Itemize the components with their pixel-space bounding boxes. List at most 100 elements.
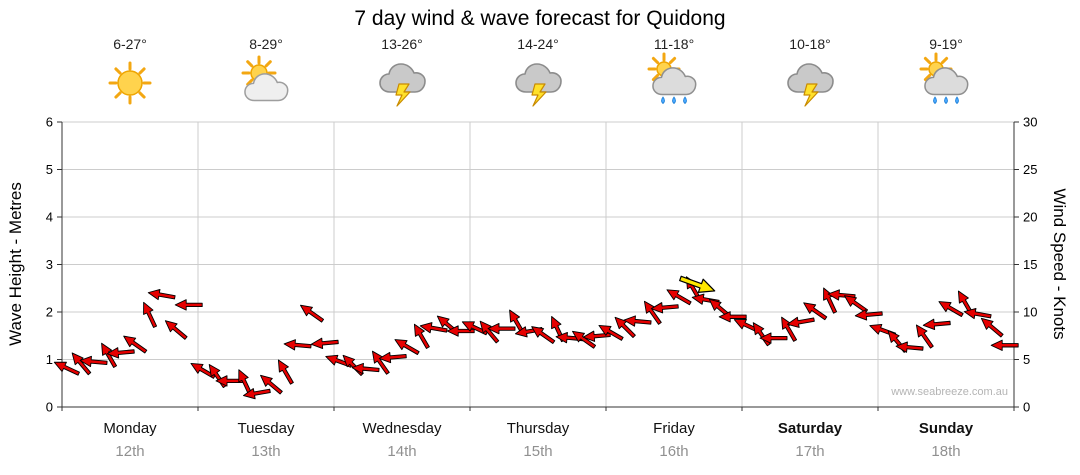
storm-icon <box>782 56 838 112</box>
axis-ticks: 0 1 2 3 4 5 6 0 5 10 15 20 25 30 <box>46 115 1038 415</box>
wind-arrow <box>623 315 652 327</box>
forecast-day-friday: 11-18° <box>606 36 742 112</box>
temperature-range-friday: 11-18° <box>653 36 695 52</box>
wind-arrow <box>242 388 271 400</box>
sun-cloud-rain-icon <box>646 52 702 112</box>
wind-arrow <box>101 342 118 368</box>
wind-arrow <box>479 320 500 344</box>
wind-arrow <box>487 322 516 335</box>
date-label-14th: 14th <box>387 443 416 460</box>
date-label-18th: 18th <box>931 443 960 460</box>
date-label-15th: 15th <box>523 443 552 460</box>
date-label-13th: 13th <box>251 443 280 460</box>
wind-arrow <box>666 289 692 306</box>
wind-arrow <box>378 351 407 364</box>
wind-arrow <box>79 355 108 368</box>
date-label-12th: 12th <box>115 443 144 460</box>
temperature-range-saturday: 10-18° <box>789 36 831 52</box>
wind-arrow <box>300 304 325 323</box>
wind-arrow <box>572 330 597 349</box>
left-axis-tick-label: 0 <box>46 400 53 415</box>
wind-arrow <box>963 307 992 320</box>
wind-arrow <box>786 316 815 328</box>
wind-arrow <box>531 326 556 344</box>
forecast-day-thursday: 14-24° <box>470 36 606 112</box>
wind-arrow <box>147 288 176 301</box>
wind-arrow <box>174 299 203 311</box>
temperature-range-monday: 6-27° <box>113 36 147 52</box>
wind-arrow-series <box>53 276 1019 400</box>
wind-arrow <box>990 339 1019 351</box>
day-label-wednesday: Wednesday <box>363 420 442 437</box>
x-axis-labels: Monday 12th Tuesday 13th Wednesday 14th Thursd… <box>103 420 973 460</box>
wind-arrow <box>614 316 636 339</box>
wind-arrow <box>803 302 828 321</box>
day-label-thursday: Thursday <box>507 420 570 437</box>
day-label-monday: Monday <box>103 420 157 437</box>
right-axis-tick-label: 0 <box>1023 400 1030 415</box>
right-axis-tick-label: 20 <box>1023 210 1037 225</box>
wind-arrow <box>371 350 390 375</box>
temperature-range-thursday: 14-24° <box>517 36 559 52</box>
left-axis-tick-label: 4 <box>46 210 53 225</box>
wind-arrow <box>643 300 662 325</box>
wind-arrow <box>413 323 430 349</box>
wind-arrow <box>718 311 747 323</box>
wind-arrow <box>781 316 798 342</box>
forecast-day-monday: 6-27° <box>62 36 198 112</box>
wind-arrow <box>827 289 856 301</box>
wind-arrow <box>980 317 1004 338</box>
wind-arrow <box>260 374 283 395</box>
wind-arrow <box>938 301 964 318</box>
storm-icon <box>510 56 566 112</box>
wind-arrow <box>650 302 679 314</box>
date-label-16th: 16th <box>659 443 688 460</box>
wind-arrow <box>823 287 838 314</box>
left-axis-tick-label: 6 <box>46 115 53 130</box>
forecast-day-saturday: 10-18° <box>742 36 878 112</box>
wind-arrow <box>759 332 788 344</box>
wind-arrow <box>854 309 883 321</box>
wind-arrow <box>844 295 869 314</box>
wind-arrow <box>71 352 92 376</box>
yellow-arrow-marker <box>679 275 716 294</box>
right-axis-tick-label: 10 <box>1023 305 1037 320</box>
wind-arrow <box>143 301 158 328</box>
wind-arrow <box>915 324 934 349</box>
left-axis-tick-label: 3 <box>46 257 53 272</box>
wind-arrow <box>351 362 380 375</box>
wind-arrow <box>446 325 475 337</box>
wind-arrow <box>123 335 148 354</box>
left-axis-tick-label: 1 <box>46 352 53 367</box>
sun-cloud-rain-icon <box>918 52 974 112</box>
sunny-icon <box>102 56 158 112</box>
storm-icon <box>374 56 430 112</box>
temperature-range-tuesday: 8-29° <box>249 36 283 52</box>
forecast-day-wednesday: 13-26° <box>334 36 470 112</box>
date-label-17th: 17th <box>795 443 824 460</box>
right-axis-tick-label: 30 <box>1023 115 1037 130</box>
right-axis-tick-label: 15 <box>1023 257 1037 272</box>
wind-arrow <box>922 318 951 330</box>
left-axis-tick-label: 5 <box>46 162 53 177</box>
day-label-saturday: Saturday <box>778 420 843 437</box>
wind-arrow <box>106 347 135 359</box>
wind-arrow <box>310 337 339 349</box>
wind-arrow <box>283 339 312 351</box>
left-axis-tick-label: 2 <box>46 305 53 320</box>
gridlines <box>62 121 1014 407</box>
sun-cloud-icon <box>238 55 294 112</box>
wind-arrow <box>419 322 448 334</box>
wind-arrow <box>895 341 924 353</box>
right-axis-tick-label: 25 <box>1023 162 1037 177</box>
wind-arrow <box>53 361 80 376</box>
day-label-friday: Friday <box>653 420 695 437</box>
wind-arrow <box>277 359 294 385</box>
wind-arrow <box>394 339 420 356</box>
watermark: www.seabreeze.com.au <box>891 386 1008 398</box>
temperature-range-sunday: 9-19° <box>929 36 963 52</box>
forecast-days-row: 6-27° 8-29° 13-26° 14-24° 11-18° 10-18° 9-19° <box>62 36 1014 112</box>
forecast-day-tuesday: 8-29° <box>198 36 334 112</box>
